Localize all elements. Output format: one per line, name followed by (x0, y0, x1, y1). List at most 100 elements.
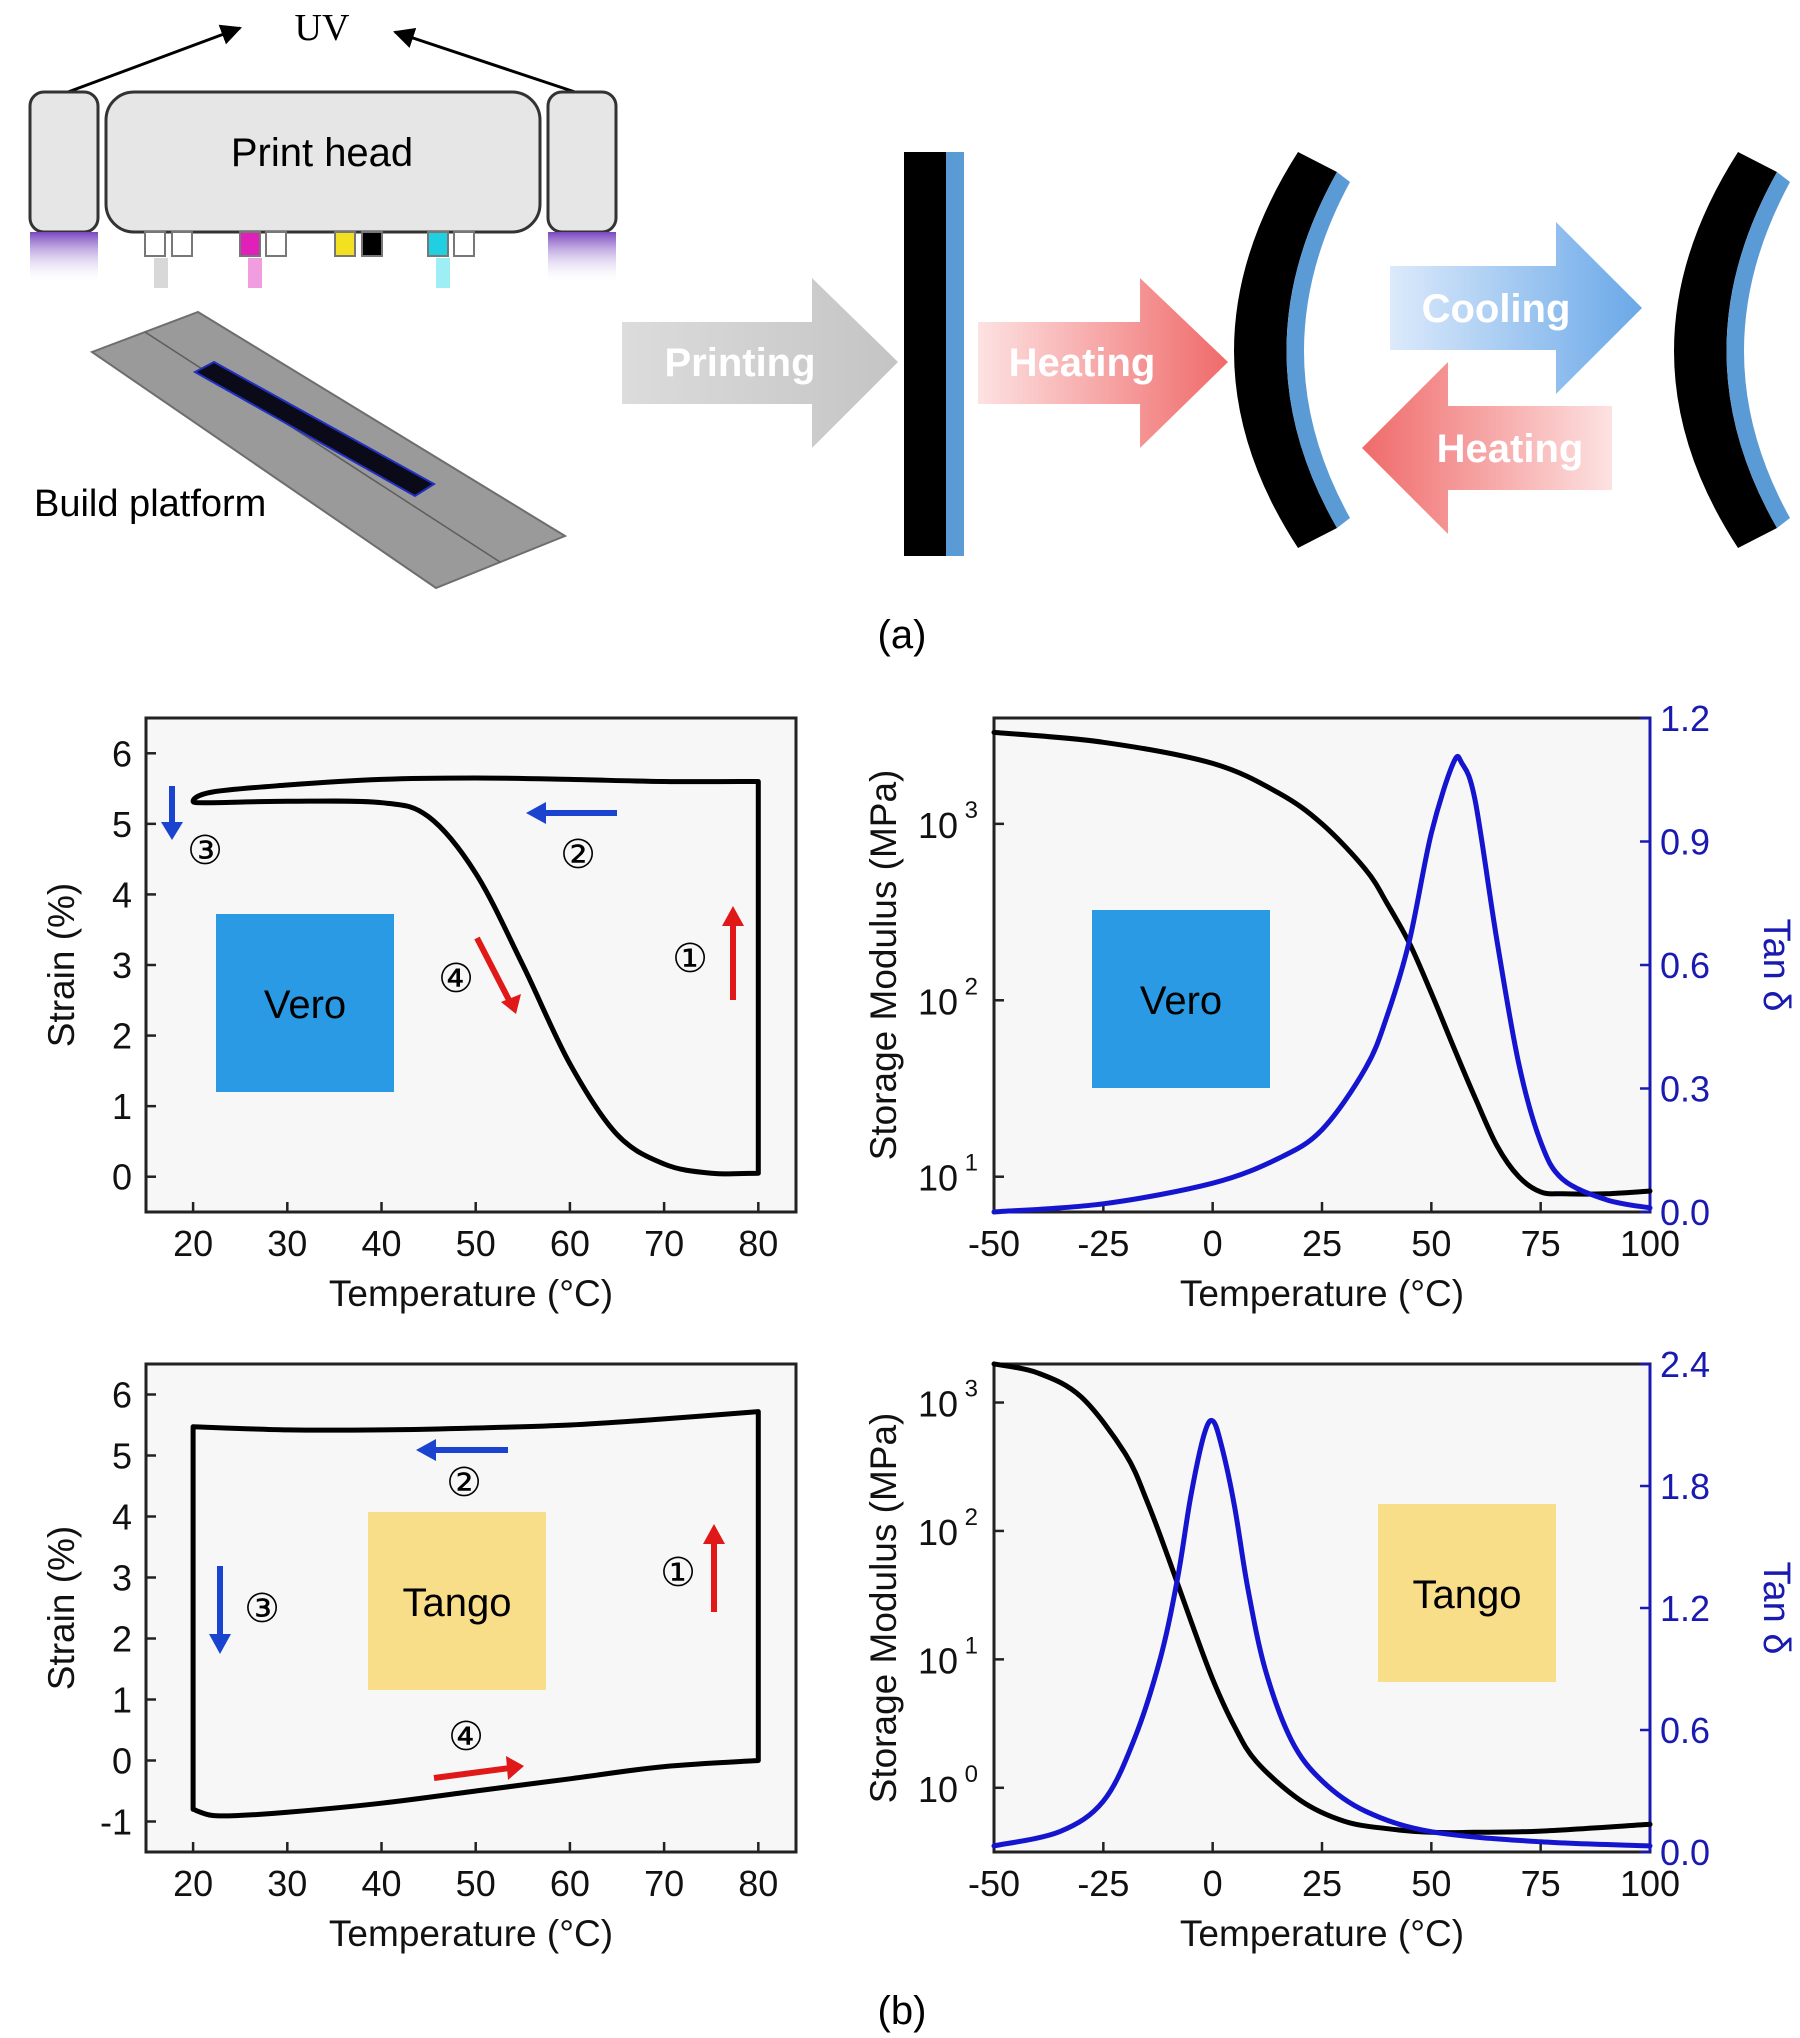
uv-lamp-right (546, 90, 618, 234)
x-tick-label: -50 (968, 1223, 1020, 1264)
print-head-body (104, 90, 542, 234)
uv-arrow-left (67, 24, 242, 94)
panel-a-caption: (a) (878, 613, 927, 657)
tango-step-markers: ① ② ③ ④ (209, 1439, 725, 1781)
x-tick-label: 75 (1521, 1863, 1561, 1904)
y-tick-exponent: 2 (965, 1504, 978, 1531)
y-tick-exponent: 3 (965, 1376, 978, 1403)
x-tick-label: -25 (1077, 1863, 1129, 1904)
tan-delta-curve (991, 754, 1653, 1215)
tango-step1-marker: ① (660, 1551, 696, 1595)
build-platform: Build platform (34, 310, 568, 590)
x-axis-label: Temperature (°C) (1180, 1913, 1464, 1954)
x-tick-label: 50 (456, 1223, 496, 1264)
y-axis-label: Storage Modulus (MPa) (863, 1413, 904, 1804)
uv-label: UV (295, 7, 350, 49)
y-axis-label: Strain (%) (41, 1526, 82, 1690)
heating-arrow-1: Heating (978, 278, 1228, 448)
uv-glow-left (30, 232, 98, 284)
uv-arrow-right (393, 28, 576, 94)
tango-label-box-2: Tango (1378, 1504, 1556, 1682)
x-tick-label: 75 (1521, 1223, 1561, 1264)
y-tick-label: 3 (112, 945, 132, 986)
x-tick-label: -50 (968, 1863, 1020, 1904)
y2-axis-label: Tan δ (1755, 919, 1797, 1012)
heating-arrow-2-label: Heating (1437, 427, 1584, 471)
y-tick-label: 5 (112, 804, 132, 845)
heating-arrow-2: Heating (1362, 362, 1612, 534)
panel-a: UV Print head (28, 7, 1790, 657)
y2-tick-label: 0.9 (1660, 822, 1710, 863)
y-tick-label: 0 (112, 1741, 132, 1782)
y2-tick-label: 0.6 (1660, 945, 1710, 986)
vero-step4-marker: ④ (438, 957, 474, 1001)
x-axis-label: Temperature (°C) (329, 1273, 613, 1314)
x-tick-label: 100 (1620, 1863, 1680, 1904)
x-tick-label: 20 (173, 1863, 213, 1904)
x-tick-label: 40 (361, 1863, 401, 1904)
y2-axis-label: Tan δ (1755, 1562, 1797, 1655)
storage-modulus-curve (991, 1361, 1653, 1836)
cooling-arrow: Cooling (1390, 222, 1642, 394)
y-tick-label: 10 (918, 1769, 958, 1810)
strain-curve (190, 775, 761, 1177)
x-tick-label: 60 (550, 1863, 590, 1904)
y-tick-label: 10 (918, 1512, 958, 1553)
x-tick-label: 0 (1203, 1863, 1223, 1904)
y2-tick-label: 1.2 (1660, 698, 1710, 739)
flat-bilayer (904, 152, 964, 556)
y2-tick-label: 0.6 (1660, 1710, 1710, 1751)
y-tick-exponent: 1 (965, 1632, 978, 1659)
y-tick-label: 2 (112, 1619, 132, 1660)
x-tick-label: 40 (361, 1223, 401, 1264)
build-platform-label: Build platform (34, 483, 266, 525)
y-tick-exponent: 3 (965, 797, 978, 824)
y-tick-label: 10 (918, 1384, 958, 1425)
vero-label-1: Vero (264, 983, 346, 1027)
curved-bilayer-2 (1674, 152, 1790, 548)
y-tick-exponent: 0 (965, 1761, 978, 1788)
printing-arrow: Printing (622, 278, 898, 448)
strain-curve (190, 1409, 761, 1819)
tango-step4-marker: ④ (448, 1715, 484, 1759)
y-tick-label: 6 (112, 733, 132, 774)
y-tick-exponent: 1 (965, 1150, 978, 1177)
y-tick-label: 6 (112, 1375, 132, 1416)
chart-vero-modulus: -50 -25 0 25 50 75 100 Temperature (°C) 10 1 10 2 10… (863, 698, 1797, 1314)
y-tick-label: 10 (918, 1158, 958, 1199)
y2-tick-label: 0.0 (1660, 1832, 1710, 1873)
x-axis-label: Temperature (°C) (1180, 1273, 1464, 1314)
tan-delta-curve (991, 1418, 1653, 1849)
y-tick-label: 1 (112, 1680, 132, 1721)
tango-step4-arrow (433, 1765, 511, 1781)
y-tick-label: 3 (112, 1558, 132, 1599)
vero-step2-marker: ② (560, 833, 596, 877)
y-tick-label: 5 (112, 1436, 132, 1477)
tango-step3-marker: ③ (244, 1587, 280, 1631)
y-axis-label: Strain (%) (41, 883, 82, 1047)
y-tick-label: 1 (112, 1086, 132, 1127)
vero-step1-marker: ① (672, 937, 708, 981)
printed-strip (192, 360, 436, 498)
y-tick-exponent: 2 (965, 973, 978, 1000)
y-tick-label: 10 (918, 1640, 958, 1681)
chart-vero-strain: 20 30 40 50 60 70 80 Temperature (°C) 0 1 2 3 4 5 6 Str… (41, 716, 798, 1314)
vero-label-box-1: Vero (216, 914, 394, 1092)
x-tick-label: 70 (644, 1863, 684, 1904)
y2-tick-label: 0.3 (1660, 1069, 1710, 1110)
x-tick-label: 0 (1203, 1223, 1223, 1264)
printing-arrow-label: Printing (664, 341, 815, 385)
x-tick-label: -25 (1077, 1223, 1129, 1264)
y-tick-label: -1 (100, 1802, 132, 1843)
y-tick-label: 4 (112, 1497, 132, 1538)
y-axis-label: Storage Modulus (MPa) (863, 770, 904, 1161)
y-tick-label: 2 (112, 1016, 132, 1057)
storage-modulus-curve (991, 729, 1653, 1197)
vero-step4-arrow (474, 936, 513, 1004)
vero-step3-marker: ③ (187, 829, 223, 873)
y2-tick-label: 1.2 (1660, 1588, 1710, 1629)
heating-arrow-1-label: Heating (1009, 341, 1156, 385)
x-tick-label: 25 (1302, 1863, 1342, 1904)
